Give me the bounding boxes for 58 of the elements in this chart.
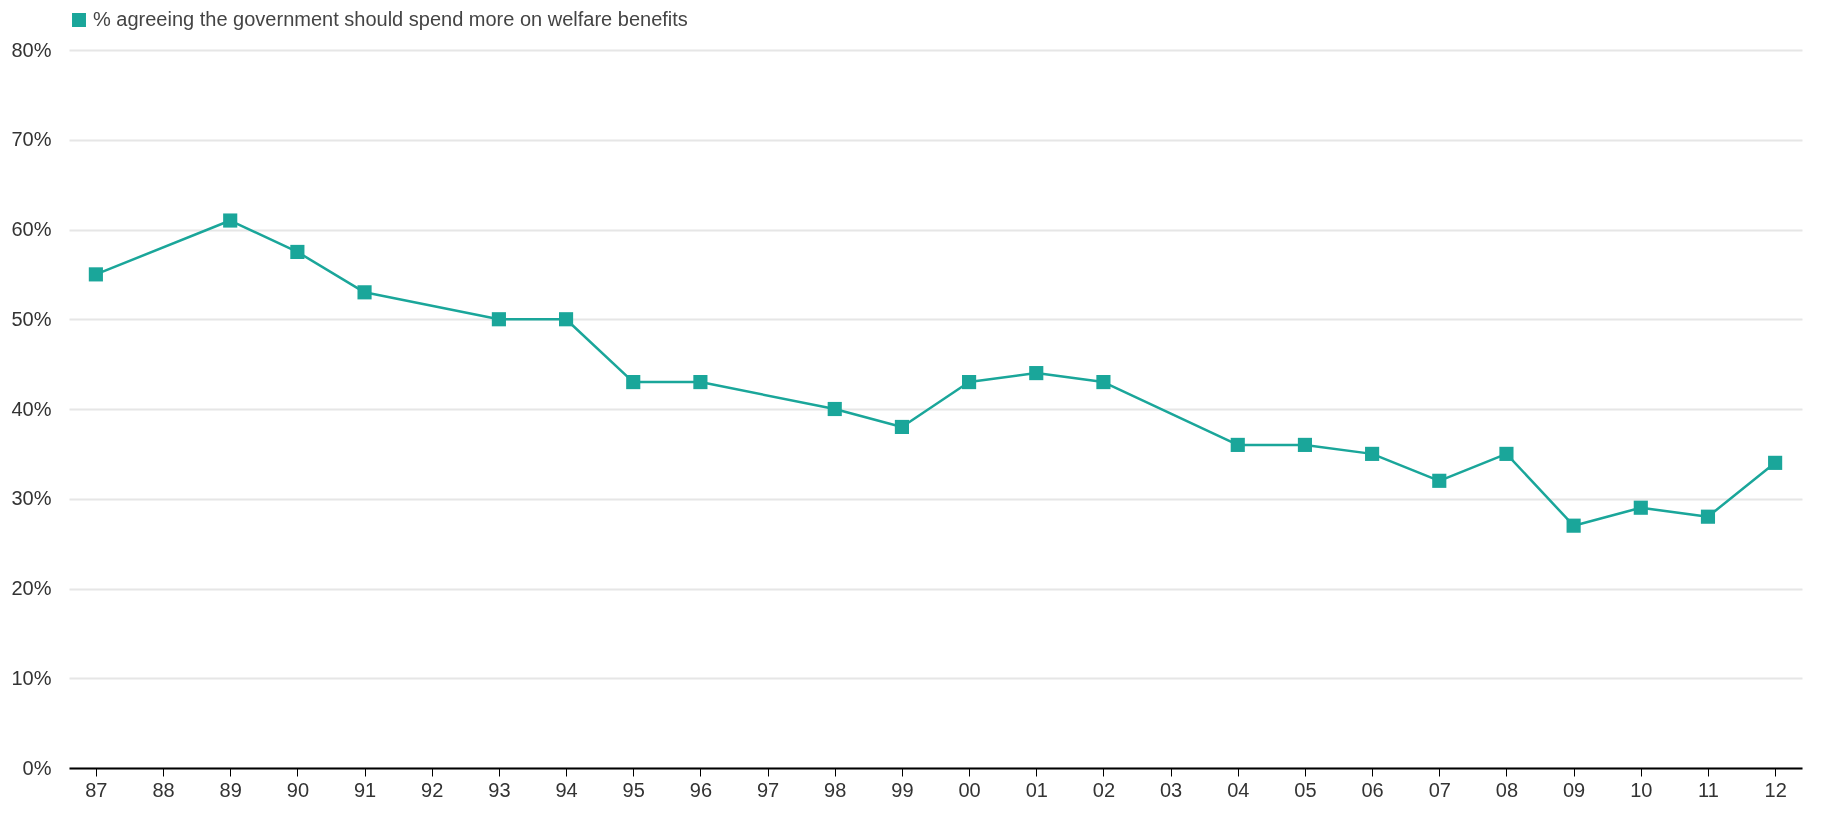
x-tick-label: 02: [1092, 778, 1116, 801]
point: [626, 375, 641, 390]
point: [1566, 518, 1581, 533]
y-tick-label: 80%: [11, 38, 52, 61]
y-tick-label: 20%: [11, 577, 52, 599]
point: [1230, 437, 1245, 452]
x-tick-label: 10: [1630, 778, 1653, 801]
y-tick-label: 10%: [11, 666, 52, 689]
legend-label: % agreeing the government should spend more on welfare benefits: [93, 8, 688, 30]
point: [1700, 509, 1716, 524]
point: [1096, 375, 1111, 390]
point: [491, 312, 506, 327]
x-tick-label: 09: [1563, 778, 1586, 801]
x-tick-label: 87: [85, 778, 108, 801]
x-tick-label: 99: [891, 778, 914, 801]
point: [1029, 366, 1044, 381]
x-tick-label: 05: [1294, 778, 1317, 801]
point: [357, 285, 372, 300]
point: [962, 375, 977, 390]
x-tick-label: 93: [488, 778, 511, 801]
x-tick-label: 03: [1159, 778, 1183, 801]
x-tick-label: 04: [1227, 778, 1250, 801]
x-tick-label: 89: [219, 778, 242, 801]
y-tick-label: 40%: [11, 397, 52, 420]
x-tick-label: 08: [1495, 778, 1519, 801]
x-tick-label: 06: [1361, 778, 1384, 801]
x-tick-label: 91: [353, 778, 377, 801]
point: [223, 213, 238, 228]
x-tick-label: 92: [421, 778, 444, 801]
point: [1768, 455, 1783, 470]
y-tick-label: 30%: [11, 487, 52, 510]
y-tick-label: 0%: [22, 756, 52, 779]
y-tick-label: 60%: [11, 218, 52, 240]
point: [1365, 446, 1380, 461]
x-tick-label: 11: [1698, 778, 1719, 801]
x-tick-label: 94: [555, 778, 578, 801]
x-tick-label: 07: [1428, 778, 1451, 801]
point: [827, 401, 842, 417]
x-tick-label: 00: [958, 778, 981, 801]
x-tick-label: 98: [824, 778, 847, 801]
point: [1499, 446, 1514, 461]
point: [1432, 473, 1447, 488]
x-tick-label: 01: [1025, 778, 1048, 801]
x-tick-label: 97: [756, 778, 780, 801]
x-tick-label: 96: [689, 778, 713, 801]
point: [1633, 500, 1648, 515]
point: [894, 419, 909, 435]
point: [88, 267, 103, 282]
x-tick-label: 12: [1764, 778, 1787, 801]
x-tick-label: 90: [286, 778, 309, 801]
y-tick-label: 50%: [11, 307, 52, 330]
x-tick-label: 95: [622, 778, 645, 801]
point: [290, 244, 305, 260]
point: [1297, 437, 1313, 452]
point: [558, 312, 574, 327]
point: [693, 375, 708, 390]
x-tick-label: 88: [152, 778, 175, 801]
y-tick-label: 70%: [11, 128, 52, 151]
